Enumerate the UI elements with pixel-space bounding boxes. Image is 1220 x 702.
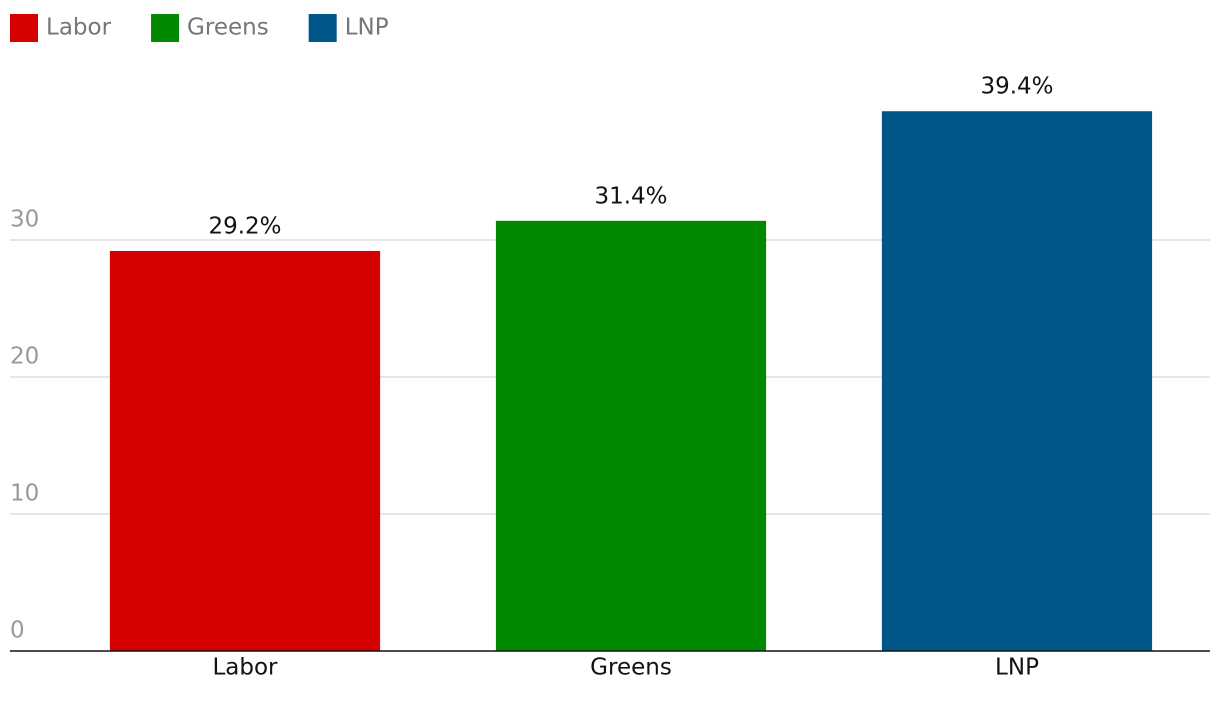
x-tick-label: LNP	[995, 655, 1039, 681]
bar	[881, 111, 1153, 652]
x-tick-label: Greens	[590, 655, 672, 681]
legend-label: Labor	[46, 15, 112, 41]
legend-swatch	[10, 14, 38, 42]
value-label: 29.2%	[208, 213, 281, 239]
legend-swatch	[308, 14, 337, 42]
legend-label: Greens	[187, 15, 269, 41]
bar	[109, 250, 381, 651]
y-tick-label: 10	[10, 481, 39, 507]
bar	[495, 220, 767, 651]
legend-swatch	[151, 14, 180, 42]
value-label: 39.4%	[980, 74, 1053, 100]
x-tick-label: Labor	[212, 655, 278, 681]
y-tick-label: 0	[10, 618, 25, 644]
value-label: 31.4%	[594, 183, 667, 209]
y-tick-label: 20	[10, 344, 39, 370]
y-tick-label: 30	[10, 207, 39, 233]
legend-label: LNP	[345, 15, 389, 41]
